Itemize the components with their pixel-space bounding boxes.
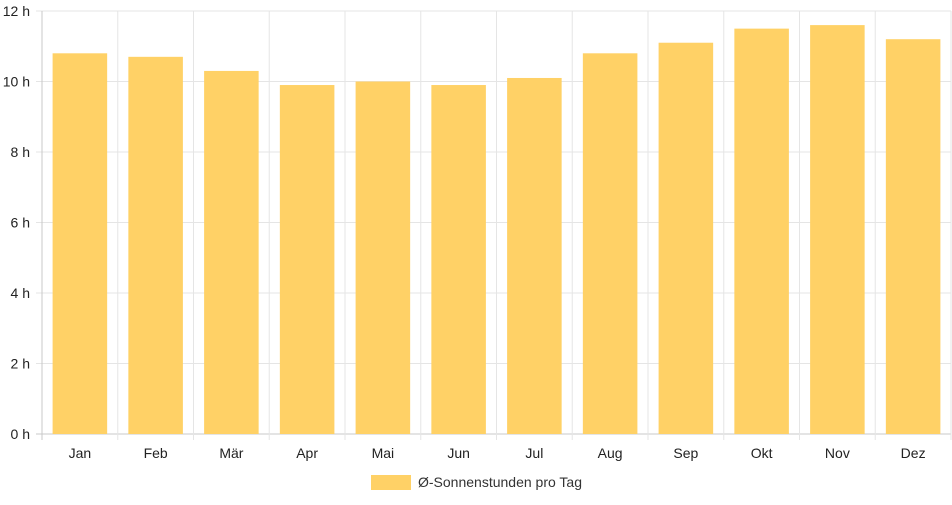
x-tick-label: Jun [447, 445, 470, 461]
bar-nov[interactable] [810, 25, 865, 434]
x-tick-label: Jul [525, 445, 543, 461]
bar-aug[interactable] [582, 53, 638, 435]
x-tick-label: Feb [144, 445, 168, 461]
x-tick-label: Nov [825, 445, 850, 461]
bar-mär[interactable] [204, 70, 259, 435]
y-tick-label: 2 h [11, 356, 30, 372]
bars [52, 25, 941, 435]
x-tick-label: Sep [673, 445, 698, 461]
axes: 0 h 2 h 4 h 6 h 8 h 10 h 12 h Jan Feb Mär Apr Mai Ju… [3, 3, 926, 461]
legend[interactable]: Ø-Sonnenstunden pro Tag [371, 474, 582, 490]
grid [36, 10, 952, 440]
legend-label[interactable]: Ø-Sonnenstunden pro Tag [418, 474, 582, 490]
x-tick-label: Mär [219, 445, 243, 461]
y-tick-label: 6 h [11, 215, 30, 231]
bar-jan[interactable] [52, 53, 108, 435]
y-tick-label: 4 h [11, 285, 30, 301]
y-tick-label: 8 h [11, 144, 30, 160]
x-tick-label: Apr [296, 445, 318, 461]
bar-apr[interactable] [279, 85, 335, 435]
legend-swatch[interactable] [371, 475, 411, 490]
bar-mai[interactable] [355, 81, 411, 435]
y-tick-label: 12 h [3, 3, 30, 19]
bar-feb[interactable] [128, 56, 183, 434]
bar-sep[interactable] [658, 42, 714, 434]
y-tick-label: 0 h [11, 426, 30, 442]
y-tick-label: 10 h [3, 74, 30, 90]
bar-jul[interactable] [507, 77, 562, 434]
x-tick-label: Mai [372, 445, 395, 461]
bar-dez[interactable] [885, 39, 941, 434]
x-tick-label: Okt [751, 445, 773, 461]
bar-okt[interactable] [734, 28, 789, 434]
bar-jun[interactable] [431, 85, 486, 435]
x-tick-label: Dez [901, 445, 926, 461]
x-tick-label: Jan [69, 445, 92, 461]
x-tick-label: Aug [598, 445, 623, 461]
